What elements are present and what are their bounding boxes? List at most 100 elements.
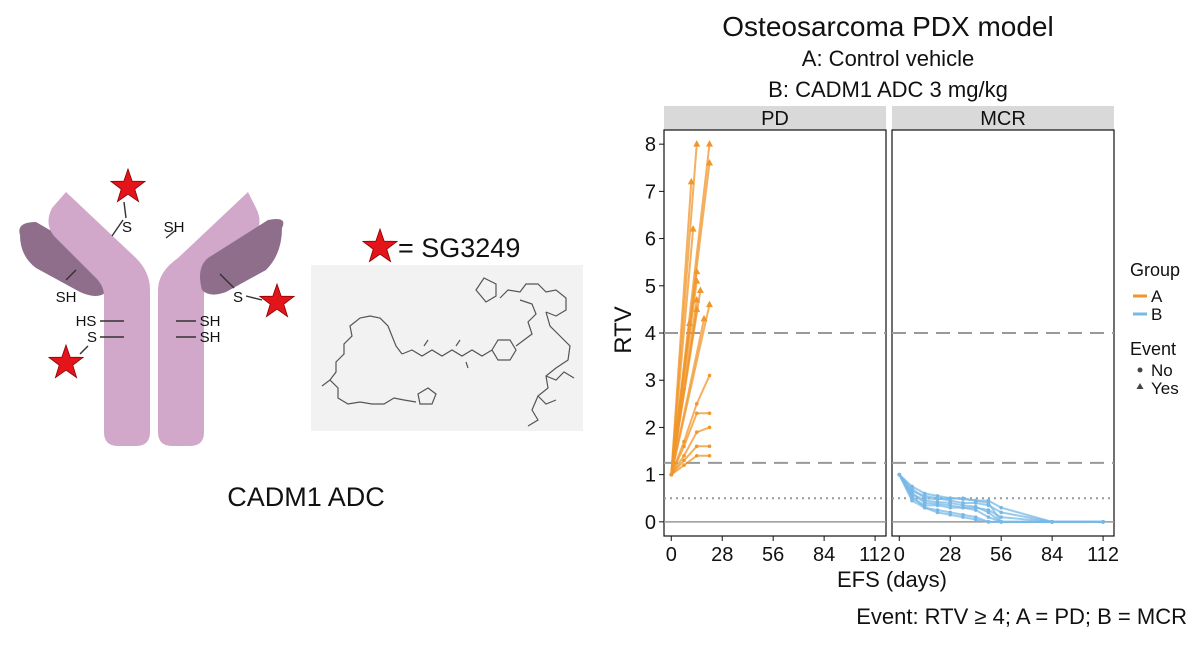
facet-strip xyxy=(892,106,1114,130)
y-tick-label: 5 xyxy=(645,276,656,298)
y-tick-label: 3 xyxy=(645,370,656,392)
site-s-right: S xyxy=(233,289,243,306)
data-point xyxy=(935,510,940,515)
data-point xyxy=(986,515,991,519)
payload-star-icon xyxy=(48,344,84,379)
data-point xyxy=(705,159,713,166)
light-chain-left xyxy=(19,222,109,296)
series-line xyxy=(670,454,710,476)
data-point xyxy=(910,491,914,496)
data-point xyxy=(669,472,674,477)
x-tick-label: 28 xyxy=(711,544,733,566)
data-point xyxy=(922,505,927,510)
legend-event-no: No xyxy=(1151,361,1173,380)
chart-footnote: Event: RTV ≥ 4; A = PD; B = MCR xyxy=(856,604,1187,629)
chart-subtitle-1: A: Control vehicle xyxy=(802,46,974,71)
data-point xyxy=(687,177,695,185)
series-line xyxy=(670,318,706,475)
data-point xyxy=(700,314,708,322)
site-hs-left: HS xyxy=(76,313,97,330)
data-point xyxy=(707,411,712,416)
payload-star-icon xyxy=(259,283,295,318)
data-point xyxy=(935,502,940,506)
legend-event-yes: Yes xyxy=(1151,379,1179,398)
sg3249-structure-icon xyxy=(321,277,575,427)
data-point xyxy=(707,373,712,378)
data-point xyxy=(897,472,902,477)
data-point xyxy=(1050,520,1054,524)
data-point xyxy=(961,515,965,519)
data-point xyxy=(694,402,699,406)
x-tick-label: 112 xyxy=(1087,544,1119,566)
data-point xyxy=(999,510,1003,515)
data-point xyxy=(999,515,1003,519)
data-point xyxy=(999,520,1003,524)
panel-pd: PD 0 28 56 84 112 xyxy=(663,106,891,566)
x-tick-label: 84 xyxy=(1041,544,1063,566)
data-point xyxy=(910,484,914,489)
data-point xyxy=(948,512,953,517)
site-s-top: S xyxy=(122,219,132,236)
data-point xyxy=(682,444,686,449)
site-s-left: S xyxy=(87,329,97,346)
data-point xyxy=(707,425,712,430)
payload-star-icon xyxy=(362,228,398,263)
data-point xyxy=(694,411,699,416)
data-point xyxy=(948,496,953,501)
x-tick-label: 0 xyxy=(666,544,677,566)
y-axis-label: RTV xyxy=(610,306,637,354)
legend: Group A B Event No Yes xyxy=(1130,260,1180,398)
data-point xyxy=(986,520,991,524)
structure-background xyxy=(311,265,583,431)
data-point xyxy=(707,444,712,449)
data-point xyxy=(973,498,978,503)
data-point xyxy=(696,286,704,294)
data-point xyxy=(986,498,991,503)
x-tick-label: 28 xyxy=(939,544,961,566)
x-tick-label: 56 xyxy=(762,544,784,566)
x-tick-label: 112 xyxy=(859,544,891,566)
data-point xyxy=(961,496,965,501)
site-sh-top: SH xyxy=(164,219,185,236)
data-point xyxy=(705,140,713,147)
antibody-icon xyxy=(19,192,284,446)
y-tick-label: 0 xyxy=(645,512,656,534)
x-tick-label: 56 xyxy=(990,544,1012,566)
data-point xyxy=(693,140,701,147)
legend-group-a: A xyxy=(1151,287,1163,306)
payload-legend: = SG3249 xyxy=(398,233,520,263)
data-point xyxy=(910,498,914,503)
heavy-chain-left xyxy=(48,192,150,446)
site-sh-left: SH xyxy=(56,289,77,306)
legend-group-b: B xyxy=(1151,305,1162,324)
y-tick-label: 2 xyxy=(645,417,656,439)
x-tick-label: 84 xyxy=(813,544,835,566)
data-point xyxy=(682,453,686,458)
data-point xyxy=(705,300,713,308)
data-point xyxy=(693,267,701,275)
panel-mcr: MCR 0 28 56 84 112 xyxy=(891,106,1119,566)
legend-group-title: Group xyxy=(1130,260,1180,280)
series-line xyxy=(670,412,710,476)
data-point xyxy=(973,505,978,510)
data-point xyxy=(689,225,697,232)
data-point xyxy=(693,277,701,284)
y-tick-label: 8 xyxy=(645,134,656,156)
data-point xyxy=(1101,520,1105,524)
y-tick-label: 7 xyxy=(645,181,656,203)
y-tick-label: 4 xyxy=(645,323,656,345)
data-point xyxy=(685,319,693,327)
data-point xyxy=(694,444,699,449)
data-point xyxy=(694,453,699,458)
series-line xyxy=(670,229,695,475)
data-point xyxy=(973,517,978,522)
data-point xyxy=(922,501,927,505)
data-point xyxy=(693,295,701,303)
payload-star-icon xyxy=(110,168,146,203)
data-point xyxy=(707,453,712,458)
y-tick-label: 6 xyxy=(645,229,656,251)
site-sh-right-1: SH xyxy=(200,313,221,330)
data-point xyxy=(682,463,686,467)
